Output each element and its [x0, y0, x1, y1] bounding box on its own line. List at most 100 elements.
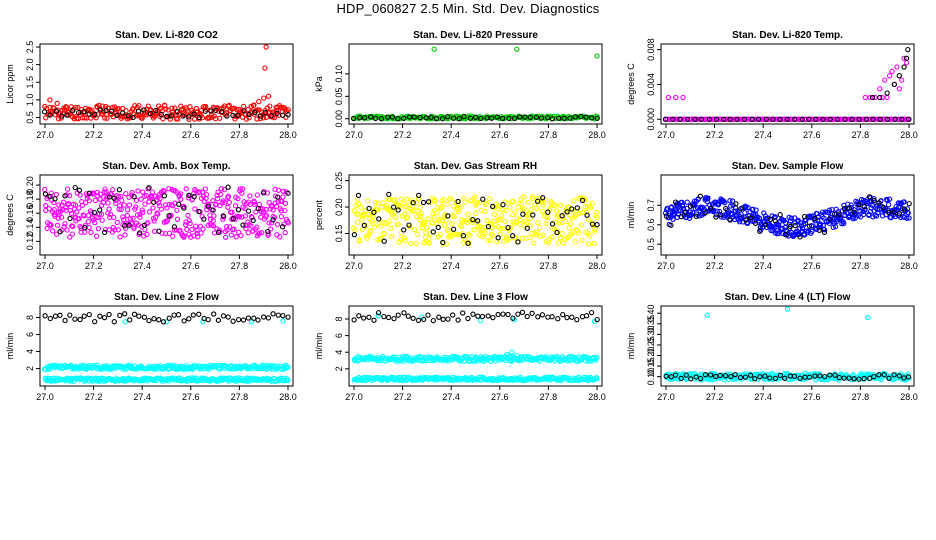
- data-point: [449, 221, 455, 227]
- data-point: [430, 317, 436, 324]
- data-point: [421, 316, 427, 323]
- data-point: [871, 197, 877, 204]
- data-point: [355, 192, 362, 199]
- data-point: [361, 315, 367, 321]
- data-point: [98, 211, 105, 217]
- chart-title: Stan. Dev. Li-820 Pressure: [413, 30, 538, 41]
- data-point: [359, 217, 365, 223]
- data-point: [709, 377, 715, 383]
- data-point: [475, 200, 481, 206]
- data-point: [170, 233, 176, 239]
- data-point: [891, 81, 898, 88]
- data-point: [534, 205, 540, 212]
- data-point: [90, 217, 97, 223]
- data-point: [126, 202, 133, 208]
- data-point: [186, 192, 192, 198]
- data-point: [571, 198, 577, 204]
- data-point: [884, 94, 890, 101]
- data-point: [378, 204, 385, 210]
- data-point: [706, 116, 713, 122]
- plot-frame: [348, 174, 603, 256]
- data-point: [877, 116, 883, 122]
- data-point: [861, 375, 867, 382]
- data-point: [248, 223, 254, 229]
- data-point: [351, 207, 357, 214]
- data-point: [43, 202, 49, 209]
- data-point: [554, 229, 560, 236]
- y-tick-label: 0.30: [646, 326, 656, 344]
- data-point: [185, 212, 191, 219]
- data-point: [747, 372, 754, 378]
- data-point: [53, 191, 60, 198]
- data-point: [460, 233, 467, 239]
- data-point: [871, 373, 877, 380]
- data-point: [356, 313, 362, 319]
- data-point: [358, 204, 364, 210]
- data-point: [117, 312, 123, 319]
- data-point: [211, 113, 217, 119]
- data-point: [285, 364, 291, 370]
- data-point: [806, 116, 812, 122]
- data-point: [92, 219, 98, 226]
- data-point: [574, 205, 580, 211]
- chart-title: Stan. Dev. Line 3 Flow: [423, 292, 528, 303]
- y-tick-label: 2: [25, 366, 35, 371]
- data-point: [903, 60, 910, 66]
- data-point: [388, 225, 394, 231]
- data-point: [225, 204, 231, 210]
- data-point: [450, 226, 457, 232]
- data-point: [881, 372, 887, 378]
- data-point: [435, 224, 441, 231]
- data-point: [141, 222, 147, 228]
- data-point: [560, 214, 566, 220]
- y-tick-label: 0.10: [334, 65, 344, 83]
- data-point: [121, 202, 128, 208]
- data-point: [461, 113, 467, 120]
- data-point: [135, 108, 142, 114]
- x-tick-label: 27.8: [540, 130, 558, 140]
- y-tick-label: 0.16: [25, 204, 35, 222]
- data-point: [215, 317, 222, 323]
- data-point: [242, 205, 248, 212]
- data-point: [683, 209, 689, 215]
- data-point: [223, 224, 230, 230]
- data-point: [89, 191, 95, 197]
- data-point: [692, 205, 698, 212]
- data-point: [105, 200, 111, 206]
- chart-line2: Stan. Dev. Line 2 Flow 27.0 27.2 27.4 27.6 27…: [5, 292, 297, 402]
- data-point: [47, 97, 53, 103]
- data-point: [108, 108, 115, 114]
- data-point: [196, 114, 202, 121]
- data-point: [210, 223, 217, 229]
- data-point: [752, 376, 758, 382]
- data-point: [97, 313, 103, 319]
- data-point: [851, 209, 857, 215]
- data-point: [812, 373, 818, 379]
- y-tick-label: 0.004: [646, 73, 656, 96]
- data-point: [198, 230, 204, 236]
- data-point: [68, 210, 75, 217]
- y-tick-label: 0.12: [25, 233, 35, 251]
- data-point: [890, 116, 896, 122]
- data-point: [218, 108, 225, 115]
- data-point: [278, 208, 285, 214]
- data-point: [772, 218, 778, 224]
- data-point: [164, 113, 170, 120]
- data-point: [683, 372, 689, 378]
- data-point: [265, 315, 272, 321]
- data-point: [372, 224, 378, 230]
- y-tick-label: 1.0: [25, 94, 35, 107]
- data-point: [428, 114, 434, 120]
- data-point: [224, 227, 230, 233]
- data-point: [139, 224, 145, 230]
- data-point: [417, 204, 423, 211]
- data-point: [802, 220, 809, 227]
- data-point: [559, 219, 565, 226]
- data-point: [142, 226, 148, 233]
- chart-title: Stan. Dev. Gas Stream RH: [414, 161, 537, 172]
- data-point: [742, 374, 749, 380]
- x-tick-label: 27.4: [754, 261, 772, 271]
- data-point: [70, 223, 76, 230]
- data-point: [872, 94, 878, 101]
- data-point: [122, 232, 128, 238]
